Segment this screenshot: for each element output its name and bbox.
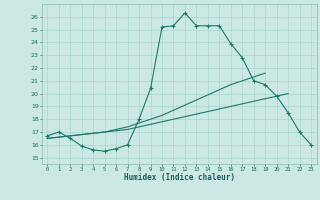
X-axis label: Humidex (Indice chaleur): Humidex (Indice chaleur) xyxy=(124,173,235,182)
